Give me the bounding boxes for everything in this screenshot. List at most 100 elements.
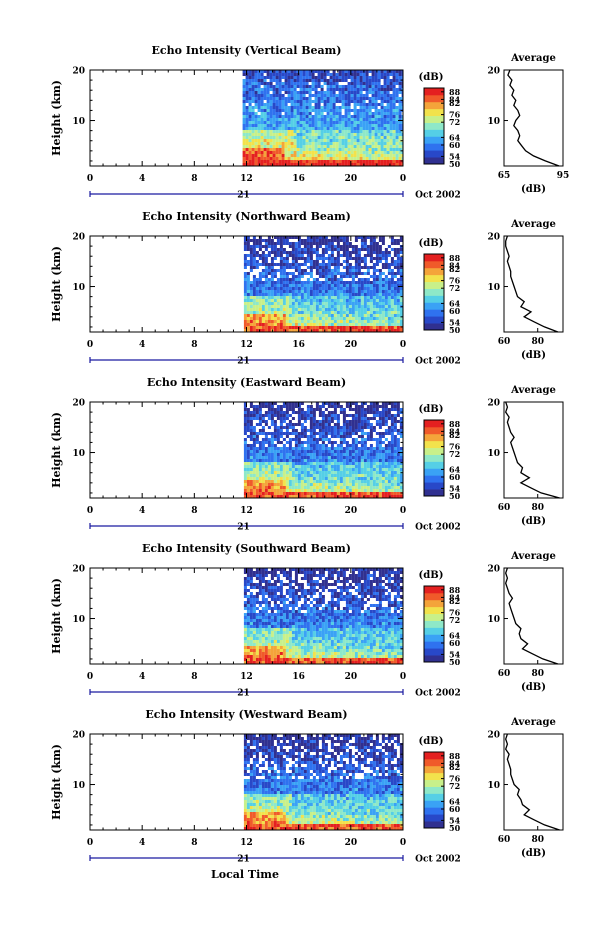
heatmap-cell: [252, 480, 256, 483]
heatmap-cell: [264, 450, 268, 453]
heatmap-cell: [342, 308, 346, 311]
heatmap-cell: [299, 85, 303, 88]
colorbar-tick-label: 54: [449, 151, 461, 161]
heatmap-cell: [345, 483, 349, 486]
heatmap-cell: [260, 76, 264, 79]
heatmap-cell: [254, 130, 258, 133]
heatmap-cell: [374, 163, 378, 166]
heatmap-cell: [294, 266, 298, 269]
heatmap-cell: [353, 88, 357, 91]
heatmap-cell: [308, 142, 312, 145]
heatmap-cell: [242, 154, 246, 157]
heatmap-cell: [341, 145, 345, 148]
heatmap-cell: [281, 82, 285, 85]
heatmap-cell: [285, 450, 289, 453]
heatmap-cell: [356, 163, 360, 166]
heatmap-cell: [336, 486, 340, 489]
heatmap-cell: [347, 151, 351, 154]
heatmap-cell: [362, 82, 366, 85]
heatmap-cell: [398, 154, 402, 157]
heatmap-cell: [350, 94, 354, 97]
heatmap-cell: [357, 323, 361, 326]
heatmap-cell: [261, 311, 265, 314]
heatmap-cell: [311, 151, 315, 154]
heatmap-cell: [375, 444, 379, 447]
heatmap-cell: [389, 79, 393, 82]
heatmap-cell: [350, 97, 354, 100]
heatmap-cell: [294, 308, 298, 311]
heatmap-cell: [329, 76, 333, 79]
heatmap-cell: [321, 260, 325, 263]
heatmap-cell: [255, 284, 259, 287]
heatmap-cell: [288, 402, 292, 405]
heatmap-cell: [308, 115, 312, 118]
heatmap-cell: [365, 112, 369, 115]
heatmap-cell: [392, 79, 396, 82]
heatmap-cell: [306, 254, 310, 257]
heatmap-cell: [393, 462, 397, 465]
avg-title: Average: [510, 219, 556, 230]
heatmap-cell: [365, 97, 369, 100]
heatmap-cell: [378, 420, 382, 423]
heatmap-cell: [356, 94, 360, 97]
heatmap-cell: [366, 483, 370, 486]
heatmap-cell: [294, 486, 298, 489]
heatmap-cell: [267, 251, 271, 254]
heatmap-cell: [381, 414, 385, 417]
heatmap-cell: [312, 459, 316, 462]
heatmap-cell: [357, 278, 361, 281]
heatmap-cell: [390, 323, 394, 326]
heatmap-cell: [321, 483, 325, 486]
heatmap-cell: [362, 121, 366, 124]
heatmap-cell: [390, 444, 394, 447]
avg-profile-line: [505, 235, 559, 333]
heatmap-cell: [302, 139, 306, 142]
heatmap-cell: [288, 326, 292, 329]
heatmap-cell: [381, 278, 385, 281]
heatmap-cell: [312, 296, 316, 299]
heatmap-cell: [258, 432, 262, 435]
heatmap-cell: [243, 236, 247, 239]
heatmap-cell: [312, 251, 316, 254]
heatmap-cell: [287, 124, 291, 127]
heatmap-cell: [275, 130, 279, 133]
heatmap-cell: [312, 492, 316, 495]
x-tick-label: 0: [87, 340, 93, 350]
heatmap-cell: [375, 317, 379, 320]
heatmap-cell: [276, 459, 280, 462]
heatmap-cell: [363, 420, 367, 423]
heatmap-cell: [323, 124, 327, 127]
heatmap-cell: [315, 290, 319, 293]
heatmap-cell: [254, 115, 258, 118]
heatmap-cell: [339, 293, 343, 296]
heatmap-cell: [381, 314, 385, 317]
heatmap-cell: [351, 269, 355, 272]
heatmap-cell: [308, 97, 312, 100]
heatmap-cell: [290, 148, 294, 151]
heatmap-cell: [372, 266, 376, 269]
heatmap-cell: [357, 471, 361, 474]
heatmap-cell: [342, 236, 346, 239]
heatmap-cell: [372, 426, 376, 429]
heatmap-cell: [326, 133, 330, 136]
heatmap-cell: [365, 103, 369, 106]
heatmap-cell: [291, 296, 295, 299]
heatmap-cell: [254, 103, 258, 106]
heatmap-cell: [279, 471, 283, 474]
heatmap-cell: [386, 115, 390, 118]
heatmap-cell: [326, 73, 330, 76]
heatmap-cell: [321, 486, 325, 489]
heatmap-cell: [398, 118, 402, 121]
colorbar-tick-label: 64: [449, 298, 461, 308]
heatmap-cell: [327, 266, 331, 269]
heatmap-cell: [357, 329, 361, 332]
heatmap-cell: [275, 121, 279, 124]
heatmap-cell: [333, 317, 337, 320]
heatmap-cell: [354, 486, 358, 489]
heatmap-cell: [323, 136, 327, 139]
heatmap-cell: [342, 468, 346, 471]
heatmap-cell: [248, 103, 252, 106]
heatmap-cell: [348, 483, 352, 486]
heatmap-cell: [327, 432, 331, 435]
heatmap-cell: [291, 474, 295, 477]
